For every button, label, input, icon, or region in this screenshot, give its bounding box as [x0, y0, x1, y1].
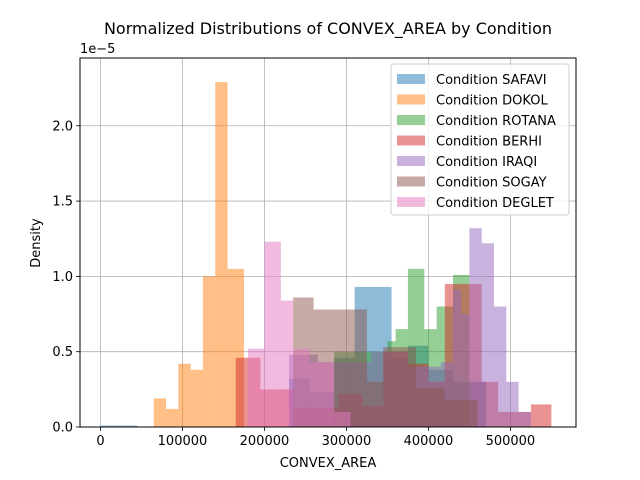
legend-label-iraqi: Condition IRAQI [436, 155, 537, 170]
legend-swatch-dokol [397, 94, 425, 105]
x-tick-label: 500000 [486, 434, 536, 449]
y-tick-label: 0.5 [52, 345, 73, 360]
chart-title: Normalized Distributions of CONVEX_AREA … [104, 19, 552, 39]
bar-dokol [166, 408, 179, 427]
bar-dokol [215, 82, 228, 427]
bar-iraqi [518, 411, 531, 427]
bar-deglet [280, 300, 294, 427]
x-tick-label: 200000 [240, 434, 290, 449]
bar-deglet [293, 348, 310, 427]
bar-dokol [153, 398, 167, 427]
legend-label-sogay: Condition SOGAY [436, 176, 547, 191]
y-tick-label: 1.0 [52, 270, 73, 285]
legend-swatch-sogay [397, 176, 425, 187]
legend-swatch-rotana [397, 115, 425, 125]
legend-label-berhi: Condition BERHI [436, 135, 542, 150]
bar-deglet [334, 411, 351, 427]
x-axis-ticks: 0 100000 200000 300000 400000 500000 [96, 427, 535, 449]
bar-dokol [178, 363, 191, 427]
bar-sogay [444, 399, 478, 427]
legend-swatch-deglet [397, 197, 425, 207]
bar-iraqi [461, 314, 470, 427]
legend-swatch-iraqi [397, 156, 425, 166]
bar-dokol [202, 276, 216, 427]
bar-sogay [416, 387, 445, 427]
bar-berhi [530, 404, 552, 427]
plot-frame [79, 57, 577, 428]
histogram-bars [100, 82, 552, 427]
y-axis-ticks: 0.0 0.5 1.0 1.5 2.0 [52, 119, 80, 436]
y-axis-label: Density [29, 218, 44, 268]
bar-iraqi [481, 243, 495, 427]
bar-sogay [366, 381, 384, 427]
bar-sogay [383, 347, 417, 427]
x-tick-label: 400000 [404, 434, 454, 449]
bar-iraqi [494, 306, 507, 427]
bar-dokol [190, 369, 203, 427]
legend-swatch-berhi [397, 135, 425, 146]
x-tick-label: 300000 [322, 434, 372, 449]
bar-deglet [248, 348, 265, 427]
legend-box [390, 63, 570, 216]
bar-deglet [264, 241, 281, 427]
bar-iraqi [506, 381, 519, 427]
y-tick-label: 2.0 [52, 119, 73, 134]
y-tick-label: 1.5 [52, 195, 73, 210]
x-tick-label: 0 [96, 434, 104, 449]
legend: Condition SAFAVI Condition DOKOL Condition… [390, 63, 570, 216]
legend-label-rotana: Condition ROTANA [436, 114, 556, 129]
legend-label-safavi: Condition SAFAVI [436, 73, 547, 88]
x-axis-label: CONVEX_AREA [280, 456, 377, 471]
y-tick-label: 0.0 [52, 421, 73, 436]
x-tick-label: 100000 [158, 434, 208, 449]
bar-sogay [338, 309, 367, 427]
bar-iraqi [453, 289, 462, 427]
legend-swatch-safavi [397, 74, 425, 84]
bar-safavi [100, 425, 138, 427]
bar-deglet [309, 362, 335, 427]
legend-label-dokol: Condition DOKOL [436, 94, 548, 109]
y-scale-label: 1e−5 [80, 42, 115, 57]
legend-label-deglet: Condition DEGLET [436, 196, 554, 211]
bar-iraqi [469, 228, 482, 427]
